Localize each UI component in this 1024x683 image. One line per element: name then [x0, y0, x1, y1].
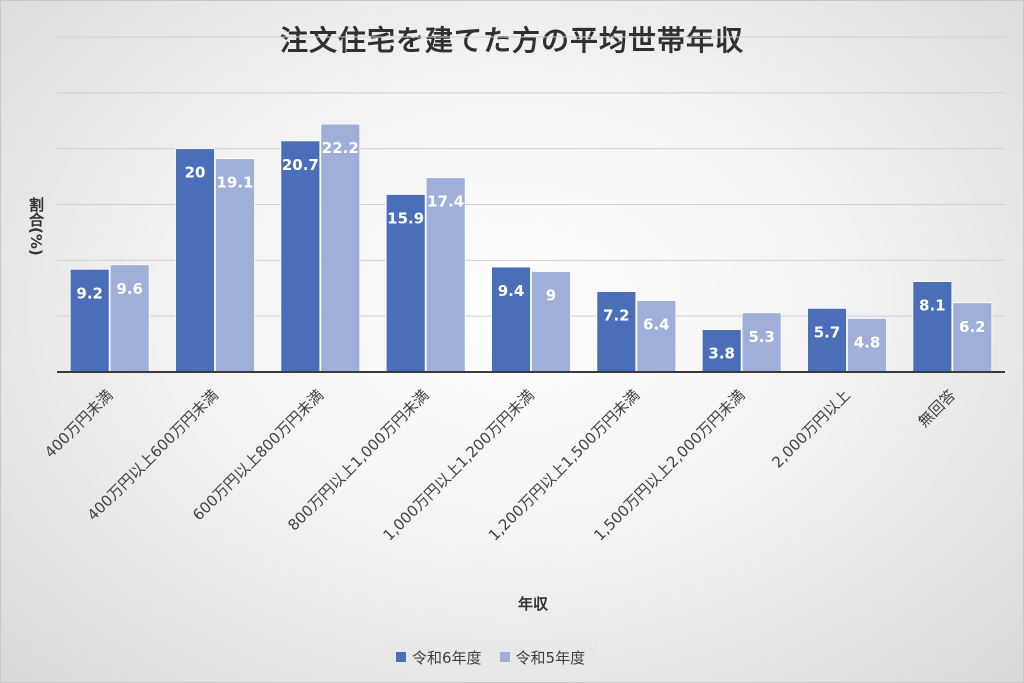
data-label-series-2: 5.3 — [748, 328, 775, 346]
data-label-series-2: 6.2 — [959, 318, 986, 336]
data-label-series-1: 7.2 — [603, 307, 630, 325]
x-axis-label: 年収 — [517, 595, 548, 613]
data-label-series-1: 15.9 — [387, 209, 424, 227]
data-label-series-2: 9 — [546, 287, 556, 305]
data-label-series-2: 6.4 — [643, 316, 670, 334]
bar-series-2 — [531, 271, 571, 373]
bar-series-2 — [636, 300, 677, 373]
data-label-series-2: 9.6 — [116, 280, 143, 298]
bar-series-1 — [701, 329, 742, 373]
legend-swatch-series-1 — [396, 652, 406, 662]
data-label-series-1: 9.4 — [498, 282, 525, 300]
data-label-series-1: 20.7 — [282, 156, 319, 174]
legend-swatch-series-2 — [499, 652, 510, 662]
chart-title: 注文住宅を建てた方の平均世帯年収 — [279, 24, 744, 57]
data-label-series-2: 4.8 — [854, 333, 881, 351]
data-label-series-2: 17.4 — [427, 193, 464, 211]
data-label-series-1: 5.7 — [814, 323, 841, 341]
bar-series-1 — [491, 266, 531, 373]
legend-label-series-1: 令和6年度 — [412, 648, 482, 667]
bar-series-2 — [741, 312, 782, 373]
data-label-series-1: 8.1 — [919, 297, 946, 315]
data-label-series-2: 22.2 — [322, 139, 359, 157]
x-tick-label: 無回答 — [915, 386, 960, 431]
legend: 令和6年度 令和5年度 — [384, 640, 598, 674]
data-label-series-1: 20 — [185, 164, 206, 182]
bar-series-1 — [175, 148, 215, 373]
x-tick-label: 400万円未満 — [41, 386, 116, 461]
bar-series-2 — [320, 123, 361, 373]
data-label-series-2: 19.1 — [216, 174, 253, 192]
x-tick-label: 2,000万円以上 — [768, 386, 854, 472]
data-label-series-1: 3.8 — [708, 345, 735, 363]
bar-series-2 — [952, 302, 993, 373]
data-label-series-1: 9.2 — [76, 284, 103, 302]
legend-item-series-2: 令和5年度 — [499, 647, 586, 668]
legend-label-series-2: 令和5年度 — [515, 648, 586, 667]
y-axis-label: 割合(%) — [27, 197, 45, 256]
bar-series-1 — [280, 140, 321, 373]
bar-series-1 — [912, 281, 953, 373]
bar-series-1 — [385, 194, 426, 373]
bar-series-1 — [596, 291, 637, 373]
legend-item-series-1: 令和6年度 — [396, 647, 482, 668]
bar-series-1 — [69, 268, 110, 373]
